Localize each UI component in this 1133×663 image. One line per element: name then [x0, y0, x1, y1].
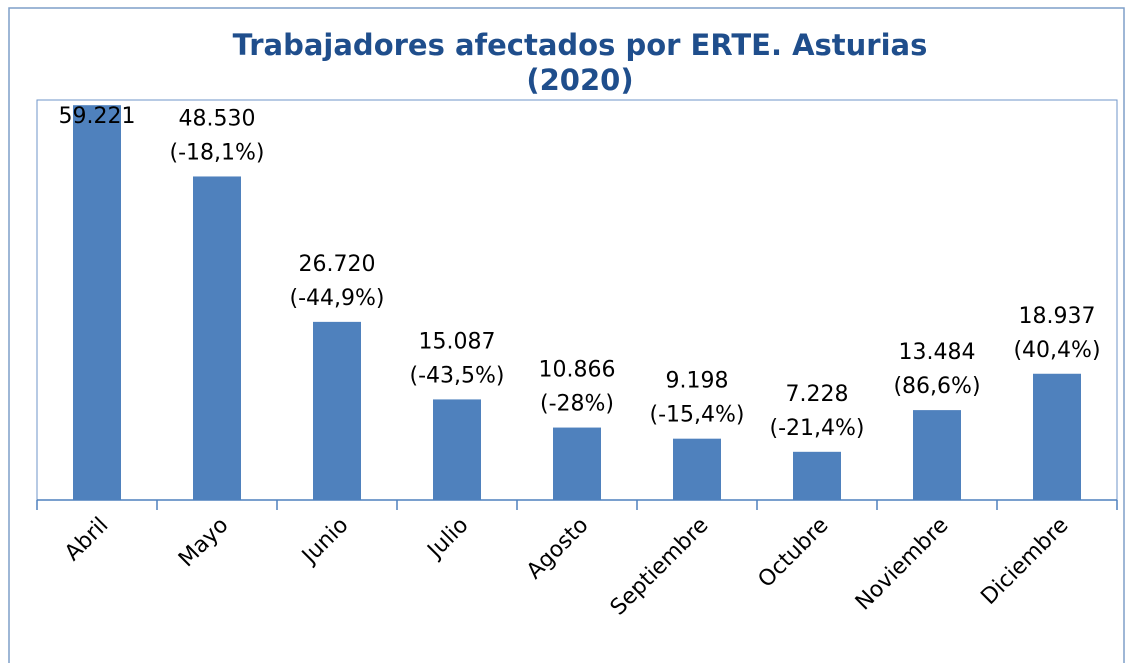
bar [553, 427, 601, 500]
value-label: 10.866 [539, 358, 616, 383]
value-label: 48.530 [179, 106, 256, 131]
change-label: (-15,4%) [650, 403, 745, 428]
bar [1033, 373, 1081, 500]
chart-title: Trabajadores afectados por ERTE. Asturia… [233, 28, 928, 62]
bar [673, 438, 721, 500]
bar [73, 105, 121, 501]
change-label: (-18,1%) [170, 140, 265, 165]
bar [913, 410, 961, 500]
value-label: 9.198 [666, 369, 729, 394]
change-label: (86,6%) [893, 374, 980, 399]
bar [433, 399, 481, 500]
change-label: (40,4%) [1013, 338, 1100, 363]
chart-title: (2020) [526, 63, 633, 97]
value-label: 59.221 [59, 104, 136, 129]
bar [313, 321, 361, 500]
value-label: 15.087 [419, 329, 496, 354]
value-label: 7.228 [786, 382, 849, 407]
change-label: (-21,4%) [770, 416, 865, 441]
bar [193, 176, 241, 500]
chart-frame [8, 7, 1125, 663]
value-label: 13.484 [899, 340, 976, 365]
value-label: 26.720 [299, 252, 376, 277]
bar [793, 451, 841, 500]
change-label: (-28%) [540, 392, 614, 417]
value-label: 18.937 [1019, 304, 1096, 329]
change-label: (-43,5%) [410, 363, 505, 388]
change-label: (-44,9%) [290, 286, 385, 311]
